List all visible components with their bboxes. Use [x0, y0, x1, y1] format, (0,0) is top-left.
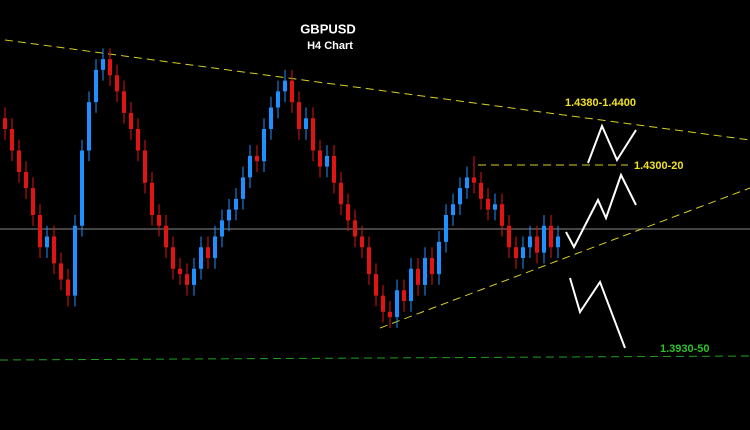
- candle-body: [143, 150, 147, 183]
- scenario-arrow: [565, 172, 637, 250]
- candle-body: [248, 155, 252, 178]
- candle-body: [528, 236, 532, 248]
- candle-body: [374, 274, 378, 296]
- candle-body: [122, 91, 126, 113]
- candle-body: [402, 290, 406, 301]
- candle-body: [409, 268, 413, 301]
- candle-body: [297, 102, 301, 129]
- candle-body: [150, 182, 154, 215]
- candle-body: [87, 102, 91, 151]
- scenario-arrow: [569, 277, 626, 349]
- candle-body: [542, 225, 546, 253]
- candle-body: [10, 129, 14, 151]
- candle-body: [353, 220, 357, 237]
- candle-body: [290, 80, 294, 103]
- candle-body: [80, 150, 84, 226]
- candles: [3, 48, 560, 328]
- candle-body: [192, 268, 196, 285]
- candle-body: [339, 182, 343, 205]
- candle-body: [437, 241, 441, 275]
- lower-trendline: [379, 187, 750, 329]
- annotation: 1.4300-20: [634, 160, 684, 172]
- candle-body: [157, 215, 161, 226]
- candle-body: [66, 279, 70, 296]
- candle-body: [318, 150, 322, 167]
- candle-body: [416, 268, 420, 285]
- candle-body: [346, 204, 350, 221]
- candle-body: [31, 188, 35, 215]
- candle-body: [38, 215, 42, 248]
- candle-body: [325, 155, 329, 167]
- annotation: 1.4380-1.4400: [565, 97, 636, 109]
- candle-body: [269, 107, 273, 129]
- chart-title: GBPUSD: [300, 21, 356, 36]
- candle-body: [486, 198, 490, 210]
- candle-body: [136, 129, 140, 151]
- candle-body: [262, 129, 266, 162]
- scenario-arrow: [587, 123, 637, 164]
- candle-body: [276, 91, 280, 108]
- candle-body: [507, 225, 511, 248]
- candle-body: [479, 182, 483, 199]
- candle-body: [423, 258, 427, 285]
- candle-body: [52, 236, 56, 264]
- candle-body: [164, 225, 168, 248]
- candle-body: [458, 188, 462, 205]
- candle-body: [129, 112, 133, 129]
- candle-body: [472, 177, 476, 183]
- annotation: 1.3930-50: [660, 343, 710, 355]
- candle-body: [234, 198, 238, 210]
- candle-body: [367, 247, 371, 275]
- candle-body: [178, 268, 182, 275]
- candle-body: [185, 274, 189, 285]
- candle-body: [549, 225, 553, 248]
- candle-body: [311, 118, 315, 151]
- candle-body: [500, 204, 504, 226]
- candle-body: [332, 155, 336, 183]
- candle-body: [3, 118, 7, 129]
- chart-subtitle: H4 Chart: [307, 40, 353, 52]
- candle-body: [220, 220, 224, 237]
- candle-body: [360, 236, 364, 248]
- candle-body: [451, 204, 455, 215]
- support-line: [0, 355, 750, 361]
- candle-body: [465, 177, 469, 189]
- candle-body: [108, 59, 112, 76]
- candle-body: [24, 172, 28, 189]
- candle-body: [227, 209, 231, 221]
- candle-body: [59, 263, 63, 280]
- candle-body: [395, 290, 399, 318]
- candle-body: [514, 247, 518, 258]
- candle-body: [430, 258, 434, 275]
- candle-body: [535, 236, 539, 253]
- candle-body: [255, 155, 259, 162]
- candle-body: [304, 118, 308, 129]
- candle-body: [556, 236, 560, 248]
- candle-body: [94, 69, 98, 103]
- candle-body: [283, 80, 287, 92]
- candle-body: [521, 247, 525, 258]
- candle-body: [206, 247, 210, 258]
- candle-body: [171, 247, 175, 269]
- candle-body: [17, 150, 21, 172]
- candle-body: [213, 236, 217, 258]
- candle-body: [45, 236, 49, 248]
- candle-body: [388, 311, 392, 318]
- candle-body: [493, 204, 497, 210]
- candle-body: [241, 177, 245, 199]
- candle-body: [381, 295, 385, 312]
- upper-trendline: [4, 39, 750, 141]
- candle-body: [444, 215, 448, 242]
- candle-body: [199, 247, 203, 269]
- candle-body: [101, 59, 105, 70]
- candle-body: [115, 75, 119, 92]
- candle-body: [73, 225, 77, 296]
